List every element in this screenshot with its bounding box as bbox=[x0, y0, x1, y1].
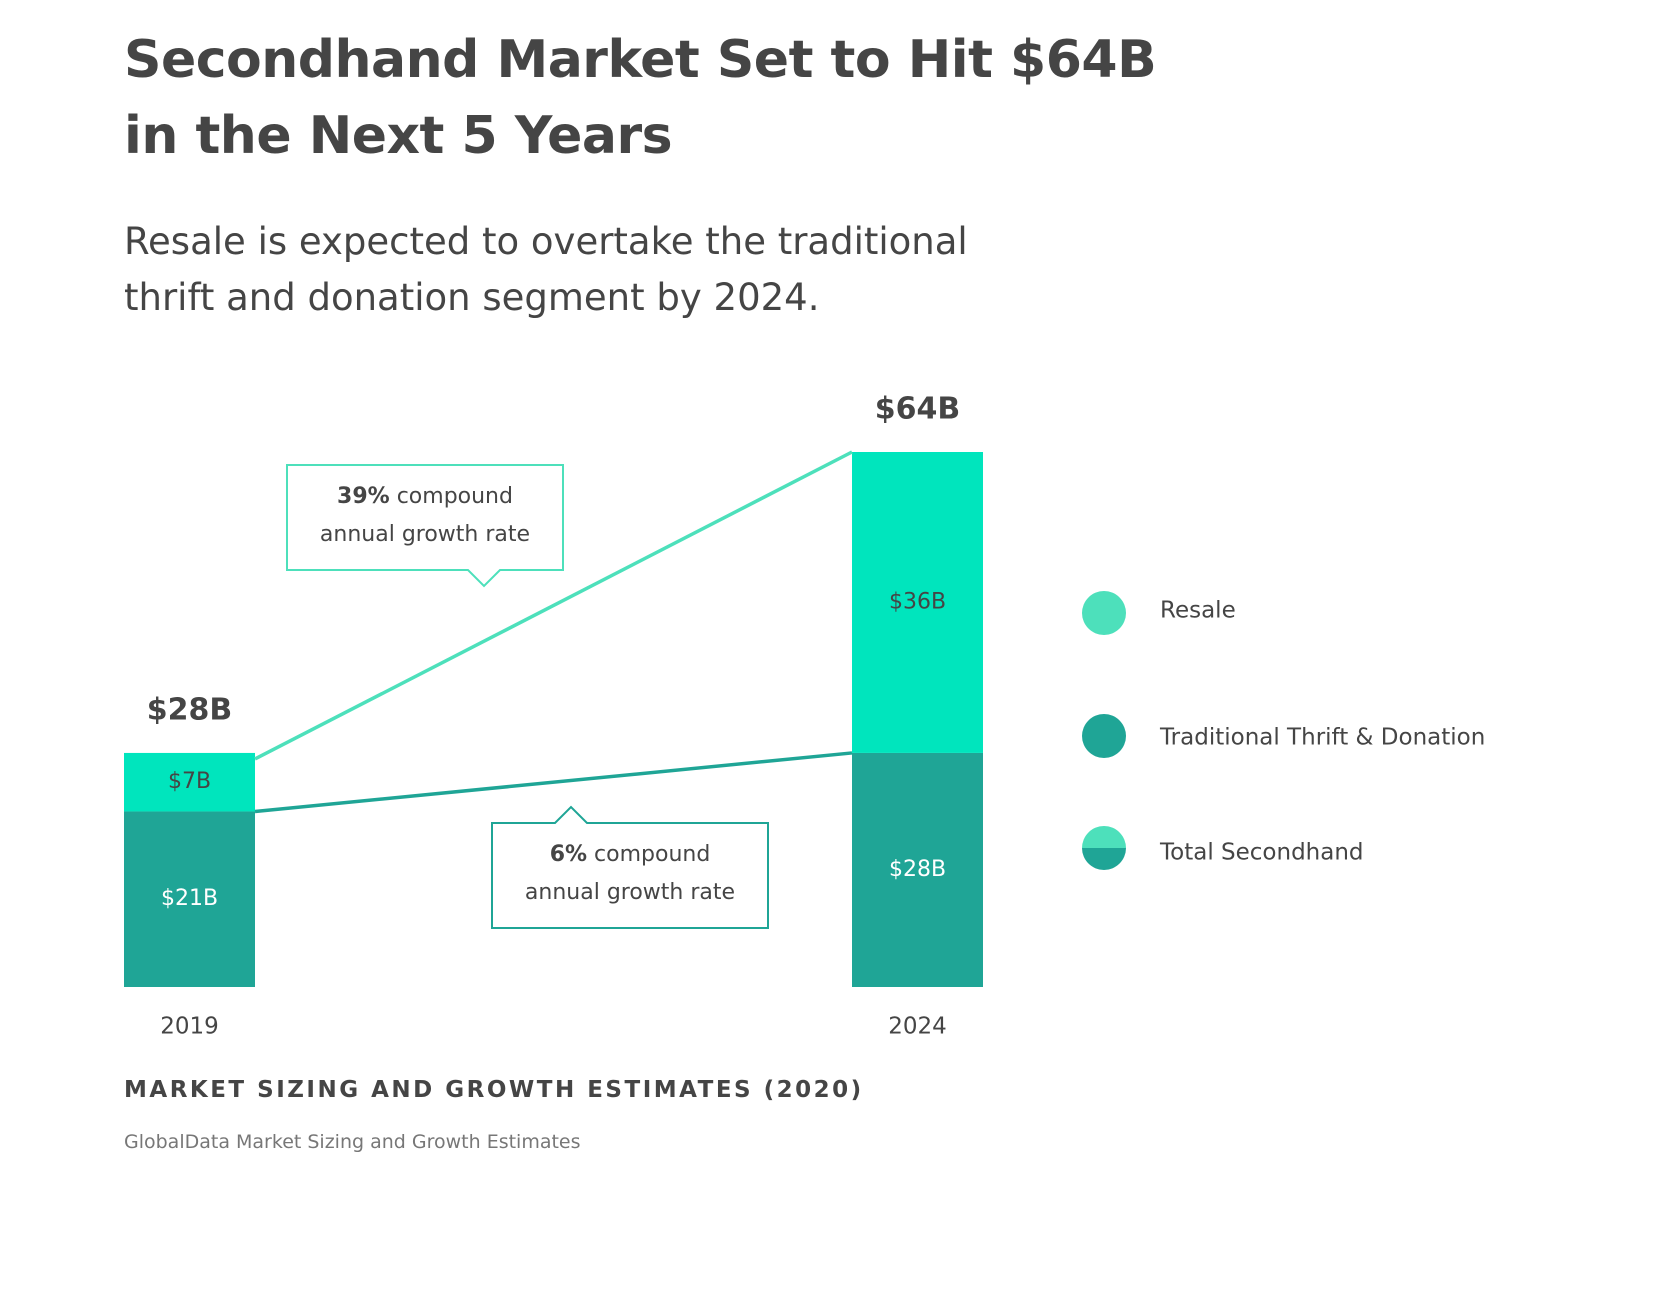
legend-label: Total Secondhand bbox=[1159, 840, 1364, 866]
annotation-line: compound bbox=[397, 484, 513, 509]
bar-segment bbox=[852, 752, 983, 987]
annotation-text: 6% compound bbox=[550, 842, 711, 867]
legend-swatch bbox=[1082, 591, 1126, 635]
value-label: $21B bbox=[161, 886, 218, 911]
bar-segment bbox=[124, 811, 255, 987]
chart-title: Secondhand Market Set to Hit $64B in the… bbox=[124, 30, 1157, 166]
annotation-emphasis: 6% bbox=[550, 842, 587, 867]
x-tick-label: 2019 bbox=[160, 1014, 219, 1040]
chart-subtitle: Resale is expected to overtake the tradi… bbox=[124, 220, 968, 319]
x-tick-label: 2024 bbox=[888, 1014, 947, 1040]
legend-swatch bbox=[1082, 826, 1126, 848]
bar-segment bbox=[852, 452, 983, 753]
total-label: $28B bbox=[147, 692, 233, 727]
legend-label: Traditional Thrift & Donation bbox=[1159, 725, 1485, 751]
legend-label: Resale bbox=[1160, 598, 1236, 624]
annotation-box bbox=[286, 464, 564, 588]
total-label: $64B bbox=[875, 392, 961, 427]
annotation-emphasis: 39% bbox=[337, 484, 390, 509]
annotation-text: 39% compound bbox=[337, 484, 513, 509]
bar-segment bbox=[124, 752, 255, 812]
annotation-line: compound bbox=[594, 842, 710, 867]
legend-swatch bbox=[1082, 848, 1126, 870]
growth-line bbox=[254, 450, 853, 761]
value-label: $7B bbox=[168, 769, 211, 794]
source: GlobalData Market Sizing and Growth Esti… bbox=[124, 1131, 581, 1153]
value-label: $36B bbox=[889, 589, 946, 614]
annotation-text: annual growth rate bbox=[320, 522, 530, 547]
growth-line bbox=[254, 751, 853, 814]
value-label: $28B bbox=[889, 857, 946, 882]
annotation-text: annual growth rate bbox=[525, 880, 735, 905]
chart-footer: MARKET SIZING AND GROWTH ESTIMATES (2020… bbox=[124, 1077, 864, 1103]
annotation-box bbox=[491, 805, 769, 929]
legend-swatch bbox=[1082, 714, 1126, 758]
